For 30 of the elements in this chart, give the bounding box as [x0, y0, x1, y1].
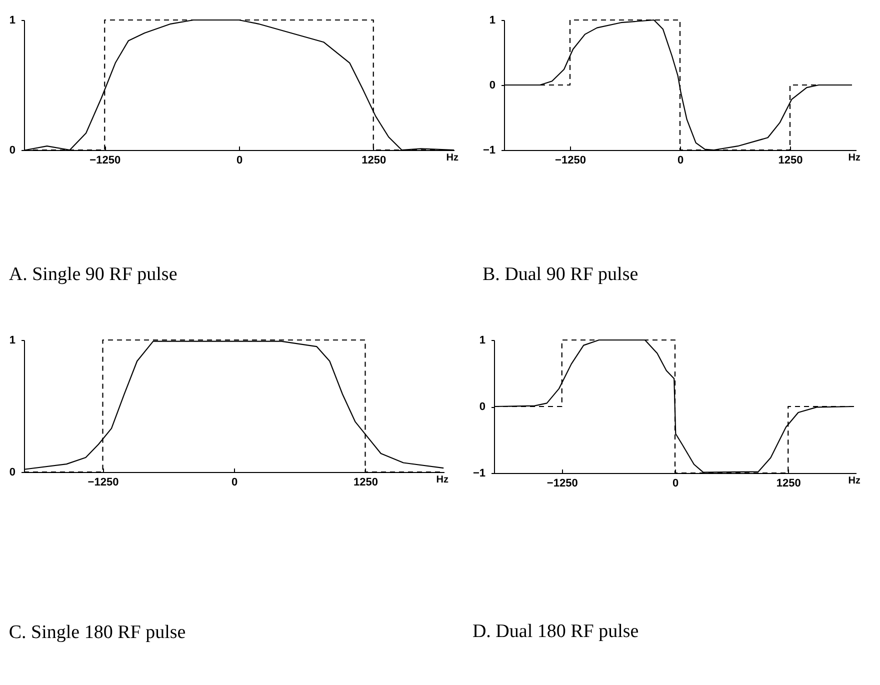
x-axis-title: Hz [848, 476, 860, 486]
y-tick-label: −1 [472, 468, 486, 480]
x-tick-label: −1250 [546, 478, 578, 490]
text: C. Single 180 RF pulse [8, 622, 186, 643]
x-tick-label: −1250 [555, 154, 586, 166]
y-tick-label: 0 [489, 80, 496, 92]
x-axis-title: Hz [848, 152, 860, 164]
x-tick-label: −1250 [88, 476, 119, 488]
x-tick-label: 0 [236, 154, 243, 166]
y-tick-label: 1 [9, 334, 16, 346]
x-tick-label: 0 [231, 476, 238, 488]
text: D. Dual 180 RF pulse [472, 621, 639, 642]
x-tick-label: −1250 [90, 154, 121, 166]
x-axis-title: Hz [436, 474, 448, 486]
x-tick-label: 0 [672, 478, 679, 490]
y-tick-label: 1 [9, 14, 16, 26]
y-tick-label: 1 [489, 14, 496, 26]
text: B. Dual 90 RF pulse [482, 264, 638, 285]
y-tick-label: 0 [479, 401, 486, 413]
x-tick-label: 1250 [362, 154, 386, 166]
y-tick-label: −1 [482, 144, 496, 156]
text: A. Single 90 RF pulse [8, 264, 178, 285]
x-axis-title: Hz [446, 152, 458, 164]
x-tick-label: 1250 [776, 478, 801, 490]
y-tick-label: 0 [9, 144, 16, 156]
x-tick-label: 1250 [778, 154, 803, 166]
y-tick-label: 0 [9, 466, 16, 478]
y-tick-label: 1 [479, 334, 486, 346]
x-tick-label: 1250 [354, 476, 378, 488]
x-tick-label: 0 [677, 154, 684, 166]
